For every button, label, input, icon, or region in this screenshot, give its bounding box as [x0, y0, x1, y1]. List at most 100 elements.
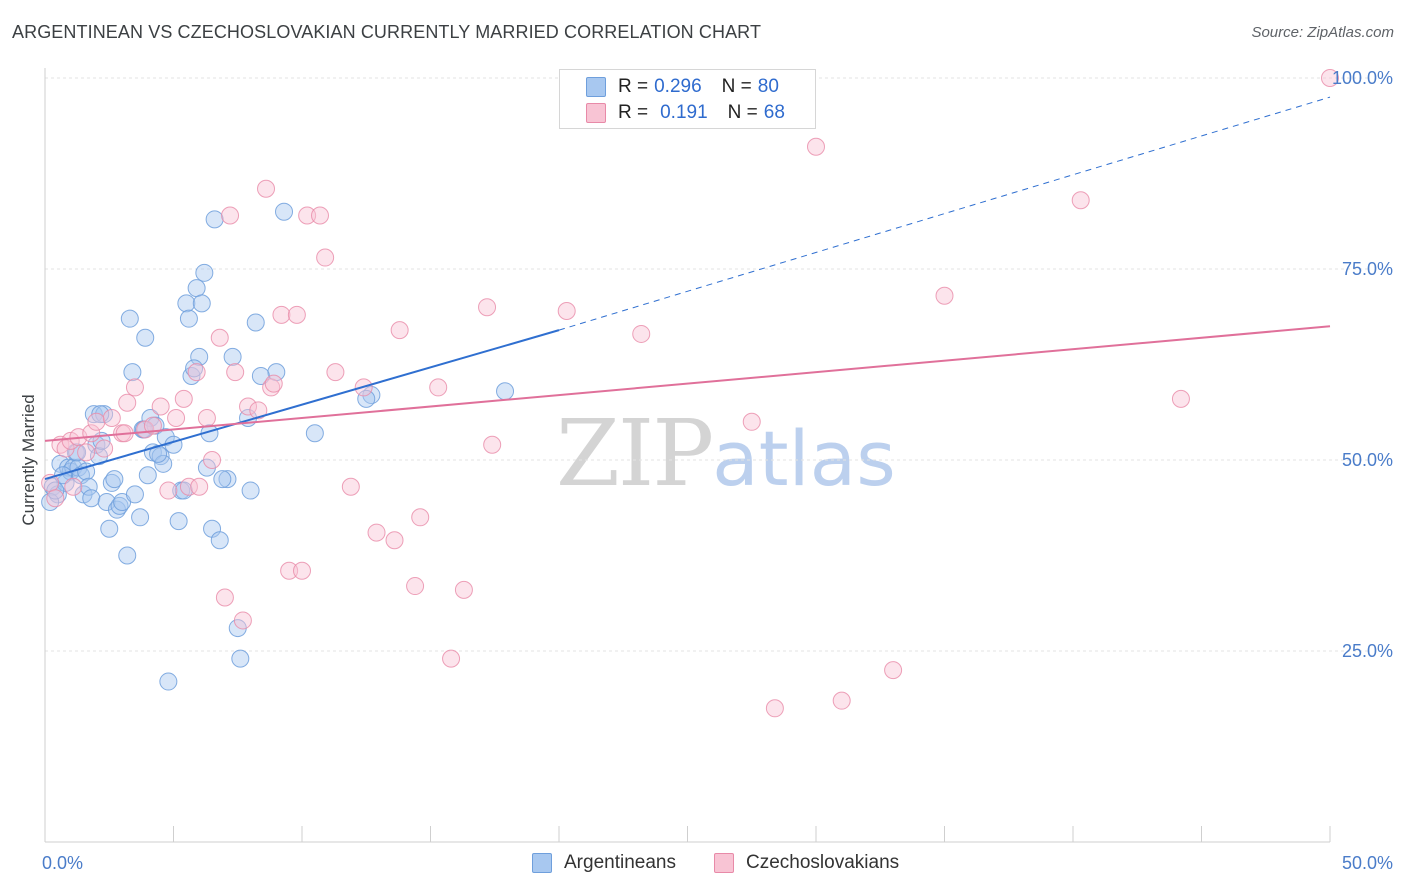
- argentineans-point: [218, 470, 237, 489]
- czechoslovakians-point: [935, 286, 954, 305]
- czechoslovakians-point: [557, 302, 576, 321]
- x-tick-label: 0.0%: [42, 853, 83, 873]
- czechoslovakians-point: [46, 489, 65, 508]
- argentineans-trend-line: [44, 329, 560, 481]
- y-tick-label: 75.0%: [1342, 259, 1393, 279]
- argentineans-point: [187, 279, 206, 298]
- legend-r-label: R =: [618, 76, 649, 97]
- legend-n-value: 68: [763, 102, 785, 123]
- czechoslovakians-point: [190, 477, 209, 496]
- czechoslovakians-point: [280, 561, 299, 580]
- czechoslovakians-point: [454, 580, 473, 599]
- trend-lines: [44, 96, 1331, 481]
- czechoslovakians-point: [151, 397, 170, 416]
- y-tick-label: 50.0%: [1342, 450, 1393, 470]
- legend-r-label: R =: [618, 102, 649, 123]
- czechoslovakians-point: [478, 298, 497, 317]
- czechoslovakians-point: [233, 611, 252, 630]
- axis-labels: 25.0% 50.0% 75.0% 100.0% 0.0% 50.0% Currently …: [19, 68, 1393, 873]
- argentineans-point: [100, 519, 119, 538]
- argentineans-point: [246, 313, 265, 332]
- argentineans-point: [231, 649, 250, 668]
- argentineans-point: [177, 294, 196, 313]
- czechoslovakians-point: [226, 363, 245, 382]
- argentineans-point: [138, 466, 157, 485]
- legend-item-argentineans: Argentineans: [532, 852, 676, 874]
- argentineans-point: [123, 363, 142, 382]
- argentineans-point: [275, 202, 294, 221]
- czechoslovakians-point: [167, 408, 186, 427]
- argentineans-point: [79, 477, 98, 496]
- czechoslovakians-point: [298, 206, 317, 225]
- czechoslovakians-point: [1071, 191, 1090, 210]
- legend-item-czechoslovakians: Czechoslovakians: [714, 852, 899, 874]
- czechoslovakians-point: [221, 206, 240, 225]
- czechoslovakians-point: [87, 412, 106, 431]
- argentineans-point: [210, 531, 229, 550]
- czechoslovakians-point: [406, 577, 425, 596]
- argentineans-point: [223, 347, 242, 366]
- legend-label-argentineans: Argentineans: [564, 852, 676, 873]
- argentineans-point: [105, 470, 124, 489]
- czechoslovakians-point: [884, 661, 903, 680]
- argentineans-point: [131, 508, 150, 527]
- czechoslovakians-point: [95, 439, 114, 458]
- czechoslovakians-point: [287, 305, 306, 324]
- correlation-legend: R = 0.296 N = 80 R = 0.191 N = 68: [559, 69, 816, 129]
- czechoslovakians-point: [326, 363, 345, 382]
- czechoslovakians-points: [41, 69, 1339, 718]
- watermark-zip: ZIP: [556, 400, 714, 507]
- czechoslovakians-point: [411, 508, 430, 527]
- czechoslovakians-point: [390, 321, 409, 340]
- czechoslovakians-point: [143, 416, 162, 435]
- argentineans-point: [77, 462, 96, 481]
- x-tick-label: 50.0%: [1342, 853, 1393, 873]
- czechoslovakians-point: [272, 305, 291, 324]
- argentineans-point: [190, 347, 209, 366]
- czechoslovakians-point: [742, 412, 761, 431]
- argentineans-point: [169, 512, 188, 531]
- gridlines: [45, 77, 1370, 652]
- legend-n-label: N =: [721, 76, 752, 97]
- czechoslovakians-point: [174, 389, 193, 408]
- czechoslovakians-point: [179, 477, 198, 496]
- czechoslovakians-point: [385, 531, 404, 550]
- legend-swatch-czechoslovakians: [586, 103, 606, 123]
- argentineans-point: [496, 382, 515, 401]
- legend-r-value: 0.296: [654, 76, 702, 97]
- czechoslovakians-point: [118, 393, 137, 412]
- legend-label-czechoslovakians: Czechoslovakians: [746, 852, 900, 873]
- czechoslovakians-point: [310, 206, 329, 225]
- argentineans-trend-extension: [558, 96, 1331, 331]
- argentineans-point: [154, 454, 173, 473]
- argentineans-point: [305, 424, 324, 443]
- czechoslovakians-point: [159, 481, 178, 500]
- czechoslovakians-point: [807, 137, 825, 156]
- legend-row-argentineans: R = 0.296 N = 80: [586, 75, 779, 99]
- argentineans-point: [357, 389, 376, 408]
- argentineans-point: [192, 294, 211, 313]
- czechoslovakians-point: [239, 397, 258, 416]
- czechoslovakians-trend-line: [44, 325, 1331, 442]
- argentineans-point: [164, 435, 183, 454]
- argentineans-point: [120, 309, 139, 328]
- czechoslovakians-point: [293, 561, 311, 580]
- czechoslovakians-point: [64, 477, 83, 496]
- watermark: ZIPatlas: [556, 400, 896, 507]
- czechoslovakians-point: [367, 523, 386, 542]
- czechoslovakians-point: [832, 691, 851, 710]
- chart-title: ARGENTINEAN VS CZECHOSLOVAKIAN CURRENTLY…: [12, 22, 762, 42]
- axes: [44, 68, 1331, 843]
- series-legend: Argentineans Czechoslovakians: [0, 852, 1406, 878]
- czechoslovakians-point: [1171, 389, 1190, 408]
- czechoslovakians-point: [632, 324, 651, 343]
- argentineans-point: [118, 546, 137, 565]
- czechoslovakians-point: [765, 699, 784, 718]
- czechoslovakians-point: [77, 443, 96, 462]
- czechoslovakians-point: [125, 378, 144, 397]
- argentineans-point: [82, 489, 101, 508]
- watermark-atlas: atlas: [712, 414, 896, 503]
- czechoslovakians-point: [483, 435, 502, 454]
- source-label: Source: ZipAtlas.com: [1251, 24, 1394, 41]
